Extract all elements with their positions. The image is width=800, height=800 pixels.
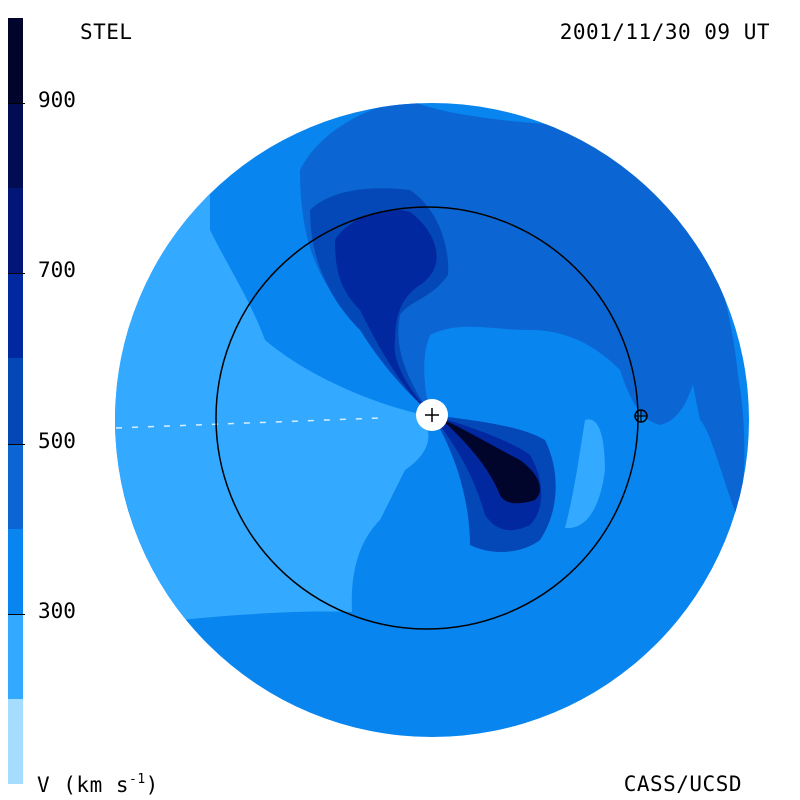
colorbar-tick (8, 613, 25, 615)
colorbar: 300 500 700 900 (8, 18, 76, 784)
colorbar-segment (8, 528, 23, 614)
colorbar-segment (8, 358, 23, 444)
colorbar-tick (8, 443, 25, 445)
quantity-text: V (km s (37, 773, 130, 797)
colorbar-tick (8, 273, 25, 275)
colorbar-tick (8, 103, 25, 105)
colorbar-segment (8, 698, 23, 784)
colorbar-segment (8, 443, 23, 529)
colorbar-segment (8, 188, 23, 274)
colorbar-tick-label: 900 (38, 88, 76, 113)
sun-marker (416, 399, 448, 431)
medium-wind-region-right (690, 346, 745, 520)
institution-label: CASS/UCSD (623, 772, 742, 796)
earth-orbit-circle (215, 206, 639, 630)
artifact-streak (115, 417, 381, 429)
quantity-close: ) (145, 773, 159, 797)
quantity-exponent: -1 (129, 772, 146, 787)
colorbar-quantity-label: V (km s-1) (37, 772, 159, 797)
colorbar-segment (8, 273, 23, 359)
observatory-label: STEL (80, 20, 133, 44)
earth-marker (634, 409, 648, 423)
colorbar-segment (8, 613, 23, 699)
timestamp-label: 2001/11/30 09 UT (559, 20, 770, 44)
fast-wind-core-upper (335, 209, 437, 413)
fast-wind-peak-lower (440, 418, 540, 504)
colorbar-tick-label: 700 (38, 258, 76, 283)
colorbar-segment (8, 18, 23, 104)
colorbar-segment (8, 103, 23, 189)
slow-wind-region-left (115, 190, 429, 620)
colorbar-tick-label: 300 (38, 598, 76, 623)
slow-wind-region-right (565, 419, 605, 529)
colorbar-tick-label: 500 (38, 428, 76, 453)
